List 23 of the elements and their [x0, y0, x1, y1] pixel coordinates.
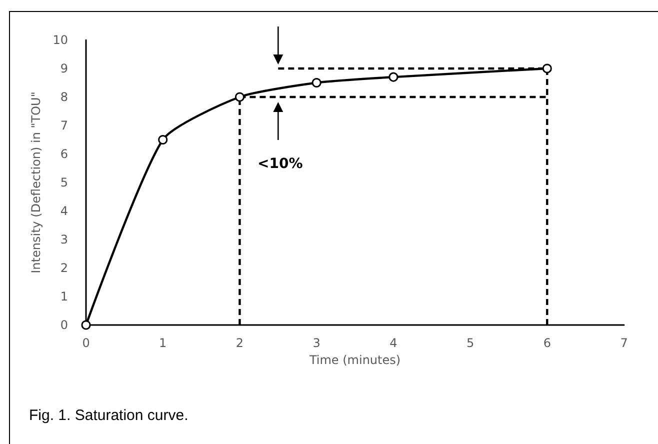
- x-tick-label: 5: [466, 336, 474, 350]
- x-tick-label: 2: [236, 336, 244, 350]
- y-tick-label: 2: [60, 261, 68, 275]
- y-axis-title: Intensity (Deflection) in "TOU": [28, 92, 43, 274]
- x-tick-label: 4: [390, 336, 398, 350]
- y-tick-label: 1: [60, 290, 68, 304]
- y-tick-label: 8: [60, 90, 68, 104]
- x-tick-label: 0: [82, 336, 90, 350]
- caption: Fig. 1. Saturation curve.: [29, 407, 188, 424]
- x-axis-title: Time (minutes): [308, 352, 401, 367]
- x-tick-label: 7: [620, 336, 628, 350]
- y-tick-label: 7: [60, 118, 68, 132]
- y-tick-label: 3: [60, 232, 68, 246]
- y-tick-label: 4: [60, 204, 68, 218]
- annotation: <10%: [258, 156, 303, 172]
- y-tick-label: 0: [60, 318, 68, 332]
- y-tick-label: 9: [60, 62, 68, 76]
- y-tick-label: 6: [60, 147, 68, 161]
- y-tick-label: 5: [60, 176, 68, 190]
- x-tick-label: 6: [543, 336, 551, 350]
- x-tick-label: 1: [159, 336, 167, 350]
- y-tick-label: 10: [52, 33, 68, 47]
- x-tick-label: 3: [312, 336, 320, 350]
